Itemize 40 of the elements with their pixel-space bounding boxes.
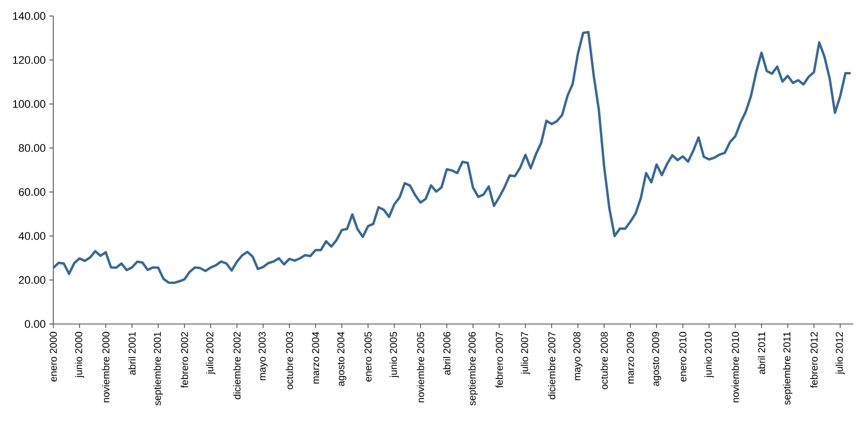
x-tick-label: julio 2007 — [520, 332, 530, 374]
x-tick-label: diciembre 2002 — [233, 332, 241, 400]
x-tick-label: enero 2000 — [50, 332, 57, 382]
x-tick-label: septiembre 2001 — [154, 332, 163, 406]
line-series — [52, 30, 852, 284]
x-tick-label: abril 2006 — [443, 332, 450, 375]
x-tick-label: febrero 2012 — [810, 332, 818, 388]
x-tick-label: agosto 2009 — [652, 332, 662, 386]
x-tick-label: julio 2012 — [836, 332, 845, 374]
x-tick-label: noviembre 2000 — [102, 332, 110, 402]
x-tick-label: junio 2000 — [74, 332, 84, 378]
x-tick-label: mayo 2003 — [258, 332, 268, 380]
x-tick-label: diciembre 2007 — [548, 332, 556, 400]
x-tick-label: junio 2005 — [390, 332, 399, 378]
x-tick-label: octubre 2003 — [286, 332, 294, 390]
x-tick-label: junio 2010 — [704, 332, 714, 378]
x-tick-label: agosto 2004 — [337, 332, 346, 386]
x-tick-label: febrero 2002 — [180, 332, 188, 388]
x-tick-label: mayo 2008 — [573, 332, 582, 380]
y-tick-label: 80.00 — [18, 144, 46, 152]
x-tick-label: marzo 2009 — [626, 332, 634, 384]
y-tick-label: 100.00 — [13, 100, 46, 108]
x-tick-label: febrero 2007 — [496, 332, 503, 388]
x-tick-label: enero 2010 — [679, 332, 686, 382]
y-tick-label: 0.00 — [24, 320, 46, 328]
x-tick-label: noviembre 2010 — [732, 332, 739, 402]
x-tick-label: julio 2002 — [206, 332, 216, 374]
y-tick-label: 140.00 — [13, 12, 46, 20]
x-tick-label: septiembre 2006 — [468, 332, 478, 406]
y-tick-label: 40.00 — [18, 232, 46, 240]
y-tick-label: 120.00 — [13, 56, 46, 64]
x-tick-label: octubre 2008 — [600, 332, 608, 390]
x-tick-label: enero 2005 — [364, 332, 372, 382]
y-tick-label: 60.00 — [18, 188, 46, 196]
y-tick-label: 20.00 — [18, 276, 46, 284]
x-tick-label: abril 2011 — [758, 332, 766, 374]
x-tick-label: septiembre 2011 — [783, 332, 792, 405]
x-tick-label: noviembre 2005 — [416, 332, 424, 402]
x-tick-label: abril 2001 — [128, 332, 136, 375]
x-tick-label: marzo 2004 — [312, 332, 320, 384]
